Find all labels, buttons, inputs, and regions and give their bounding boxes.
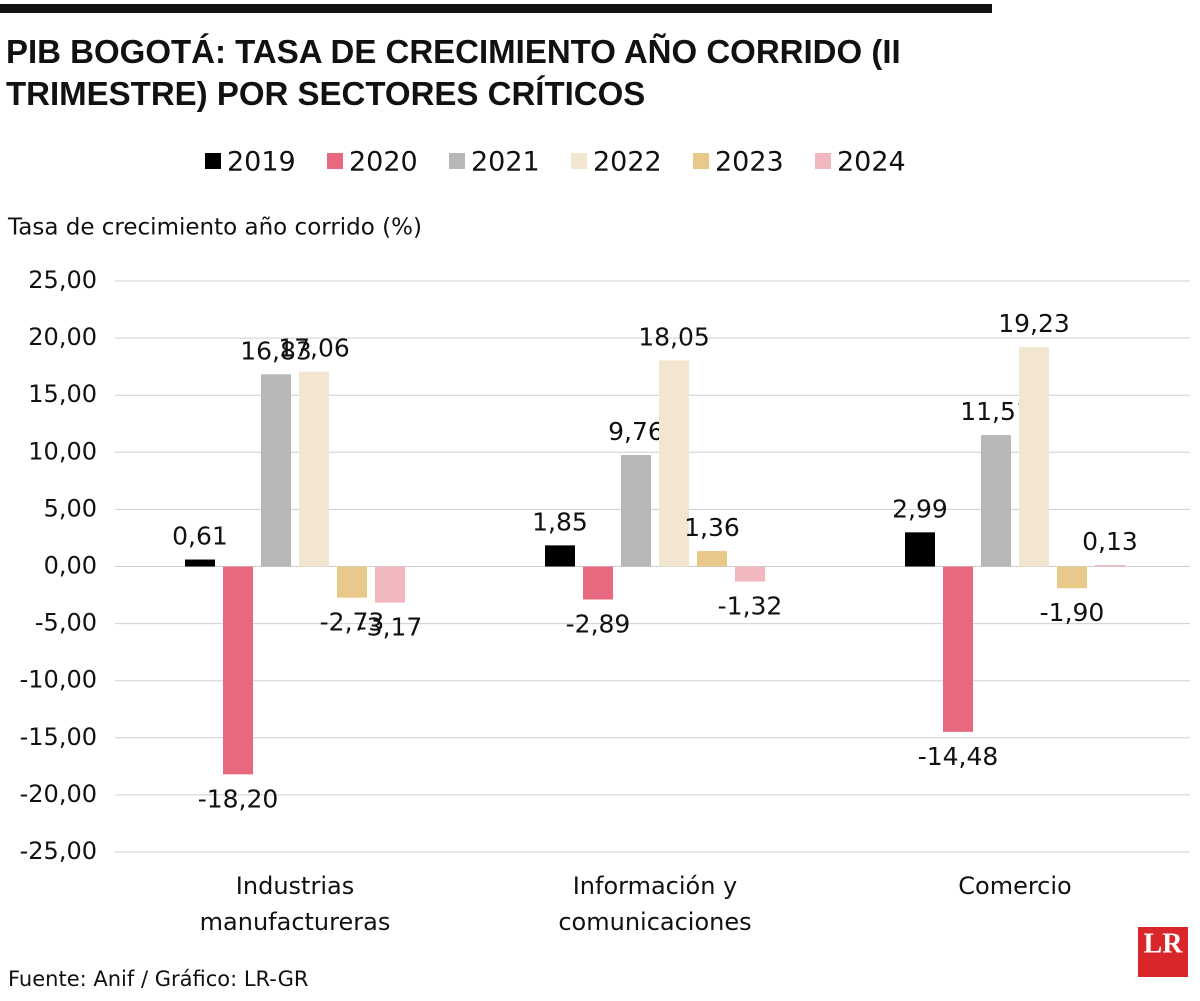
legend-label: 2021 (471, 147, 540, 178)
legend-label: 2024 (837, 147, 906, 178)
source: Fuente: Anif / Gráfico: LR-GR (8, 967, 309, 991)
bar (375, 566, 405, 603)
value-label: 18,05 (638, 322, 710, 351)
chart-title: PIB BOGOTÁ: TASA DE CRECIMIENTO AÑO CORR… (6, 33, 901, 112)
value-label: 2,99 (892, 494, 948, 523)
y-tick-label: -10,00 (20, 666, 97, 694)
legend-swatch (449, 153, 465, 169)
y-tick-label: 25,00 (28, 266, 97, 294)
value-label: 19,23 (998, 309, 1070, 338)
legend-swatch (205, 153, 221, 169)
value-label: -1,32 (718, 592, 783, 621)
bar (905, 532, 935, 567)
legend-label: 2022 (593, 147, 662, 178)
y-tick-label: 5,00 (44, 494, 97, 522)
bar (621, 455, 651, 567)
bar (261, 374, 291, 567)
y-tick-label: -25,00 (20, 837, 97, 865)
legend-swatch (815, 153, 831, 169)
bar (545, 545, 575, 567)
y-tick-label: -15,00 (20, 723, 97, 751)
x-tick-label: Información y comunicaciones (558, 872, 751, 936)
value-label: -14,48 (918, 742, 999, 771)
x-tick-label: Industrias manufactureras (200, 872, 391, 936)
bar (185, 559, 215, 567)
bar (299, 371, 329, 567)
bar (943, 566, 973, 732)
bar (1057, 566, 1087, 589)
value-label: -2,73 (320, 608, 385, 637)
y-tick-label: -5,00 (35, 609, 97, 637)
y-tick-label: 15,00 (28, 380, 97, 408)
bar (1019, 346, 1049, 567)
value-label: -1,90 (1040, 598, 1105, 627)
bar (337, 566, 367, 598)
value-label: 1,85 (532, 507, 588, 536)
bar (981, 435, 1011, 567)
y-axis-label: Tasa de crecimiento año corrido (%) (7, 215, 422, 241)
value-label: 16,83 (240, 336, 312, 365)
legend-swatch (327, 153, 343, 169)
value-label: -18,20 (198, 784, 279, 813)
value-label: 0,61 (172, 522, 228, 551)
y-tick-label: 0,00 (44, 552, 97, 580)
value-label: -2,89 (566, 610, 631, 639)
bar (223, 566, 253, 775)
legend-swatch (571, 153, 587, 169)
legend-swatch (693, 153, 709, 169)
bar (659, 360, 689, 567)
top-rule (0, 4, 992, 13)
value-label: 17,06 (278, 334, 350, 363)
x-tick-label: Comercio (958, 872, 1071, 900)
y-tick-label: -20,00 (20, 780, 97, 808)
value-label: 9,76 (608, 417, 664, 446)
bar (697, 550, 727, 567)
legend-label: 2019 (227, 147, 296, 178)
bar (583, 566, 613, 600)
value-label: 0,13 (1082, 527, 1138, 556)
y-tick-label: 10,00 (28, 437, 97, 465)
legend-label: 2020 (349, 147, 418, 178)
y-tick-label: 20,00 (28, 323, 97, 351)
legend-label: 2023 (715, 147, 784, 178)
logo-box (1138, 927, 1188, 977)
bar (1095, 565, 1125, 567)
value-label: 1,36 (684, 513, 740, 542)
bar (735, 566, 765, 582)
logo: LR (1144, 928, 1184, 959)
value-label: -3,17 (358, 613, 423, 642)
